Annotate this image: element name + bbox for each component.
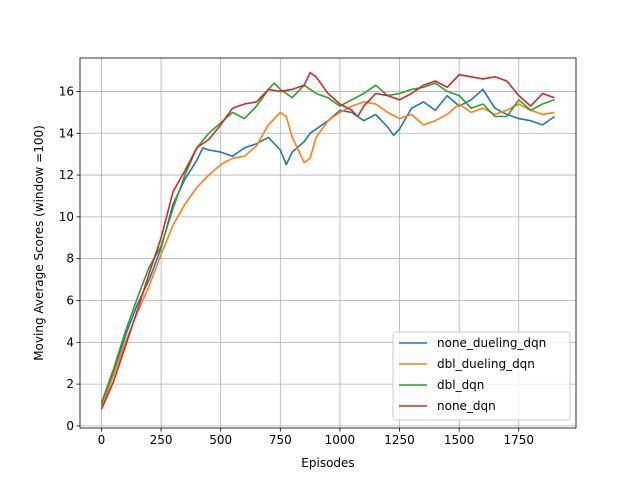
x-tick-label: 1250 xyxy=(384,433,415,447)
y-tick-label: 6 xyxy=(66,293,74,307)
y-tick-label: 16 xyxy=(59,84,74,98)
x-tick-label: 500 xyxy=(209,433,232,447)
axes-frame xyxy=(79,57,577,429)
y-tick-label: 14 xyxy=(59,126,74,140)
y-tick-label: 10 xyxy=(59,210,74,224)
y-tick-label: 2 xyxy=(66,377,74,391)
y-tick-label: 12 xyxy=(59,168,74,182)
y-tick-label: 0 xyxy=(66,419,74,433)
x-tick-label: 750 xyxy=(269,433,292,447)
y-tick-label: 8 xyxy=(66,252,74,266)
series-line-none-dqn xyxy=(100,71,555,410)
axis-ticks: 0 250 500 750 1000 1250 1500 1750 0 2 4 6 8 10 12 14 16 xyxy=(59,84,534,447)
x-tick-label: 250 xyxy=(150,433,173,447)
legend: none_dueling_dqn dbl_dueling_dqn dbl_dqnno… xyxy=(392,331,571,421)
x-tick-label: 1500 xyxy=(444,433,475,447)
series-lines xyxy=(100,71,555,410)
x-tick-label: 0 xyxy=(98,433,106,447)
x-tick-label: 1750 xyxy=(503,433,534,447)
legend-label: none_dqn xyxy=(437,399,496,413)
series-line-none-dueling-dqn xyxy=(100,88,555,406)
y-axis-title: Moving Average Scores (window =100) xyxy=(32,125,46,361)
series-line-dbl-dueling-dqn xyxy=(100,101,555,408)
legend-label: dbl_dueling_dqn xyxy=(437,357,535,371)
legend-box xyxy=(392,331,571,421)
y-tick-label: 4 xyxy=(66,335,74,349)
legend-label: dbl_dqn xyxy=(437,378,484,392)
legend-label: none_dueling_dqn xyxy=(437,336,546,350)
series-line-dbl-dqn xyxy=(100,82,555,404)
x-tick-label: 1000 xyxy=(325,433,356,447)
x-axis-title: Episodes xyxy=(301,456,354,470)
